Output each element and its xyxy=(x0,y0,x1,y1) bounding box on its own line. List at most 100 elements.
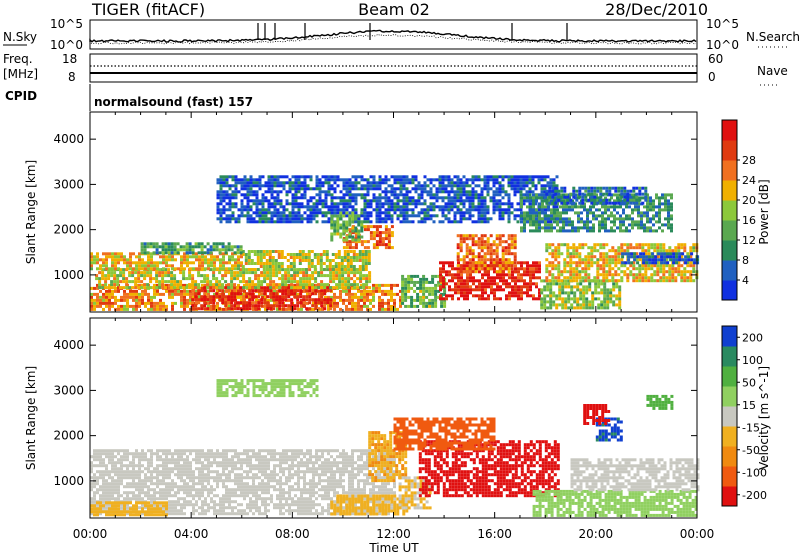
power-cell xyxy=(565,205,568,209)
power-cell xyxy=(261,199,265,203)
power-cell xyxy=(447,184,451,188)
power-cell xyxy=(366,181,370,185)
power-cell xyxy=(614,258,618,262)
power-cell xyxy=(495,243,499,247)
power-cell xyxy=(447,175,451,179)
power-cell xyxy=(246,193,250,197)
power-cell xyxy=(549,303,553,307)
power-cell xyxy=(352,250,356,253)
power-cell xyxy=(407,295,411,299)
power-cell xyxy=(454,291,457,295)
power-cell xyxy=(330,208,334,212)
power-cell xyxy=(173,251,177,255)
power-cell xyxy=(161,280,165,284)
power-cell xyxy=(517,288,520,292)
power-cell xyxy=(328,268,332,271)
power-cell xyxy=(201,267,204,271)
power-cell xyxy=(246,184,250,188)
power-cell xyxy=(342,208,346,212)
power-cell xyxy=(329,289,333,293)
power-cell xyxy=(192,267,195,271)
power-cell xyxy=(538,261,541,265)
power-cell xyxy=(336,205,340,209)
power-cell xyxy=(546,300,550,304)
power-cell xyxy=(345,246,349,250)
power-cell xyxy=(343,265,347,268)
power-cell xyxy=(243,187,247,191)
power-cell xyxy=(252,199,256,203)
power-cell xyxy=(249,220,253,224)
power-cell xyxy=(477,264,481,268)
power-cell xyxy=(345,214,349,218)
power-cell xyxy=(294,283,297,287)
power-cell xyxy=(189,295,192,299)
power-cell xyxy=(247,256,251,259)
power-cell xyxy=(445,297,448,301)
power-cell xyxy=(237,267,240,271)
power-cell xyxy=(144,261,147,265)
power-cell xyxy=(468,258,472,262)
power-cell xyxy=(507,258,511,262)
power-cell xyxy=(330,196,334,200)
power-cell xyxy=(295,253,299,256)
power-cell xyxy=(282,208,286,212)
power-cell xyxy=(176,248,180,252)
power-cell xyxy=(387,211,391,215)
power-cell xyxy=(540,291,544,295)
power-cell xyxy=(387,292,390,296)
power-cell xyxy=(323,307,327,311)
power-cell xyxy=(609,288,613,292)
power-cell xyxy=(471,199,475,203)
power-cell xyxy=(200,251,204,255)
power-cell xyxy=(369,181,373,185)
power-cell xyxy=(309,220,313,224)
power-cell xyxy=(595,196,598,200)
power-cell xyxy=(93,258,96,262)
power-cell xyxy=(429,196,433,200)
power-cell xyxy=(439,297,442,301)
power-cell xyxy=(387,205,391,209)
power-cell xyxy=(554,252,558,256)
power-cell xyxy=(319,256,323,259)
power-cell xyxy=(520,279,523,283)
power-cell xyxy=(300,304,303,308)
power-cell xyxy=(354,220,358,224)
power-cell xyxy=(456,208,460,212)
power-cell xyxy=(348,295,351,299)
power-cell xyxy=(594,288,598,292)
power-cell xyxy=(480,211,484,215)
power-cell xyxy=(402,220,406,224)
power-cell xyxy=(454,273,457,277)
power-cell xyxy=(179,271,183,275)
power-cell xyxy=(281,304,285,308)
power-cell xyxy=(520,261,523,265)
power-cell xyxy=(206,242,210,246)
power-cell xyxy=(203,289,207,293)
power-cell xyxy=(310,250,314,253)
power-cell xyxy=(381,202,385,206)
power-cell xyxy=(277,265,281,268)
power-cell xyxy=(105,258,108,262)
power-cell xyxy=(268,259,272,262)
power-cell xyxy=(375,246,379,250)
power-cell xyxy=(276,181,280,185)
power-cell xyxy=(227,283,231,287)
power-cell xyxy=(159,298,162,302)
power-cell xyxy=(108,307,111,311)
power-cell xyxy=(411,214,415,218)
power-cell xyxy=(212,286,216,290)
power-cell xyxy=(597,291,601,295)
power-cell xyxy=(580,220,583,224)
power-cell xyxy=(623,264,627,268)
power-cell xyxy=(469,273,472,277)
power-cell xyxy=(557,249,561,253)
power-cell xyxy=(633,252,637,256)
power-cell xyxy=(259,253,263,256)
power-cell xyxy=(257,307,261,311)
power-cell xyxy=(599,252,603,256)
power-cell xyxy=(484,279,487,283)
power-cell xyxy=(460,282,463,286)
power-cell xyxy=(327,205,331,209)
power-cell xyxy=(672,258,676,262)
power-cell xyxy=(639,252,643,256)
